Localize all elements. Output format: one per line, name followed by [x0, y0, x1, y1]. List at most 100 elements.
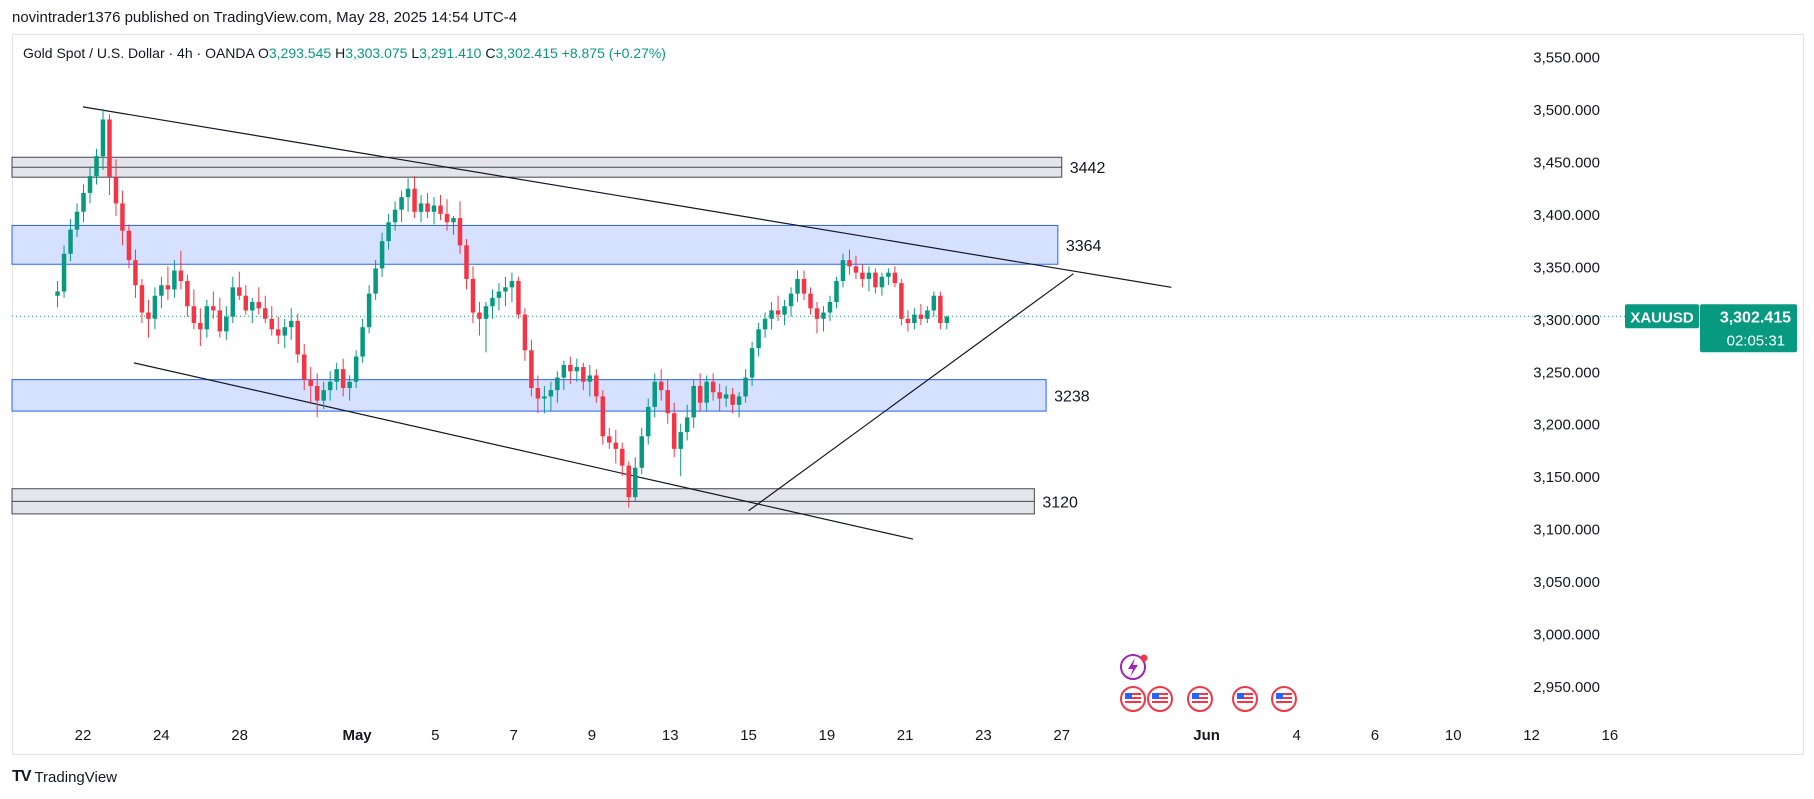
candle-body [691, 385, 696, 418]
candle-body [107, 119, 112, 178]
candle [710, 373, 716, 401]
candle [191, 289, 197, 330]
candle [600, 390, 606, 445]
candle-body [451, 218, 456, 223]
candle-body [522, 314, 528, 351]
candle-body [697, 385, 703, 403]
candle-body [782, 306, 787, 315]
candle [840, 253, 846, 288]
candle [697, 373, 703, 412]
candle [399, 190, 404, 223]
flag-stripe [1192, 701, 1208, 703]
candle [503, 276, 508, 307]
candle-body [211, 306, 216, 311]
candle [74, 203, 80, 237]
y-tick-label: 2,950.000 [1533, 679, 1600, 696]
candle-body [256, 302, 262, 309]
candle-body [87, 176, 93, 193]
candle-body [275, 329, 281, 336]
y-tick-label: 3,150.000 [1533, 469, 1600, 486]
candle [821, 306, 826, 332]
candle [814, 302, 820, 334]
candle [477, 302, 482, 336]
candle [224, 306, 229, 340]
candle [866, 266, 872, 292]
candle-body [542, 396, 547, 399]
candle [483, 302, 489, 353]
candle-body [633, 467, 638, 498]
candle [944, 315, 950, 330]
candle-body [535, 388, 541, 399]
flag-stripe [1237, 693, 1253, 695]
candle-body [237, 287, 242, 296]
candle [94, 148, 99, 185]
x-tick-label: May [342, 727, 372, 744]
candle [658, 369, 664, 401]
candle [263, 295, 268, 323]
y-tick-label: 3,350.000 [1533, 259, 1600, 276]
candle-body [613, 442, 619, 449]
candle-body [490, 297, 495, 307]
candle-body [185, 281, 190, 307]
flag-canton [1152, 693, 1159, 699]
candle-body [607, 436, 612, 443]
candle [581, 362, 586, 391]
zone-label-3442: 3442 [1070, 160, 1106, 177]
flag-stripe [1152, 697, 1168, 699]
flag-canton [1125, 693, 1132, 699]
candle [633, 457, 638, 502]
candle [133, 249, 138, 298]
flag-canton [1276, 693, 1283, 699]
candle-body [730, 394, 735, 405]
candle [55, 281, 60, 308]
price-tag-box [1700, 304, 1797, 353]
candle-body [113, 177, 119, 204]
candle [295, 313, 300, 363]
candle-body [81, 192, 86, 212]
candle-body [717, 392, 722, 399]
candle-body [931, 295, 937, 311]
us-flag-event-icon [1232, 686, 1258, 712]
x-tick-label: 9 [588, 727, 596, 744]
candle-body [840, 260, 846, 282]
candle [912, 308, 917, 330]
candle [237, 271, 242, 300]
candle [879, 272, 885, 296]
candle [457, 201, 463, 254]
low-label: L [411, 45, 420, 61]
candle-body [756, 329, 761, 349]
symbol-tag-box [1625, 304, 1699, 329]
y-tick-label: 3,300.000 [1533, 312, 1600, 329]
candle [412, 176, 417, 219]
candle-body [684, 417, 690, 433]
candle-body [847, 260, 852, 267]
candle-body [529, 350, 534, 389]
candle [496, 283, 502, 311]
candle-body [360, 327, 365, 357]
candle [444, 199, 450, 231]
candle-body [775, 310, 781, 315]
candle-body [204, 306, 210, 330]
candle-body [671, 413, 677, 449]
candle [373, 260, 378, 300]
candle [366, 285, 372, 334]
candle-body [516, 281, 521, 315]
candle-body [152, 295, 158, 319]
candle [438, 195, 443, 221]
close-label: C [485, 45, 496, 61]
ohlc-legend: Gold Spot / U.S. Dollar · 4h · OANDA O3,… [23, 45, 666, 61]
candle-body [509, 281, 515, 288]
flag-stripe [1237, 697, 1253, 699]
flag-stripe [1276, 697, 1292, 699]
candle-body [438, 205, 443, 214]
footer-brand[interactable]: TV TradingView [12, 768, 117, 786]
candle [743, 369, 748, 403]
x-tick-label: 7 [509, 727, 517, 744]
candle [327, 371, 333, 401]
candle [542, 385, 547, 414]
candle-body [263, 308, 268, 319]
candle-body [736, 396, 742, 405]
candle [522, 308, 528, 361]
candle [418, 195, 424, 223]
